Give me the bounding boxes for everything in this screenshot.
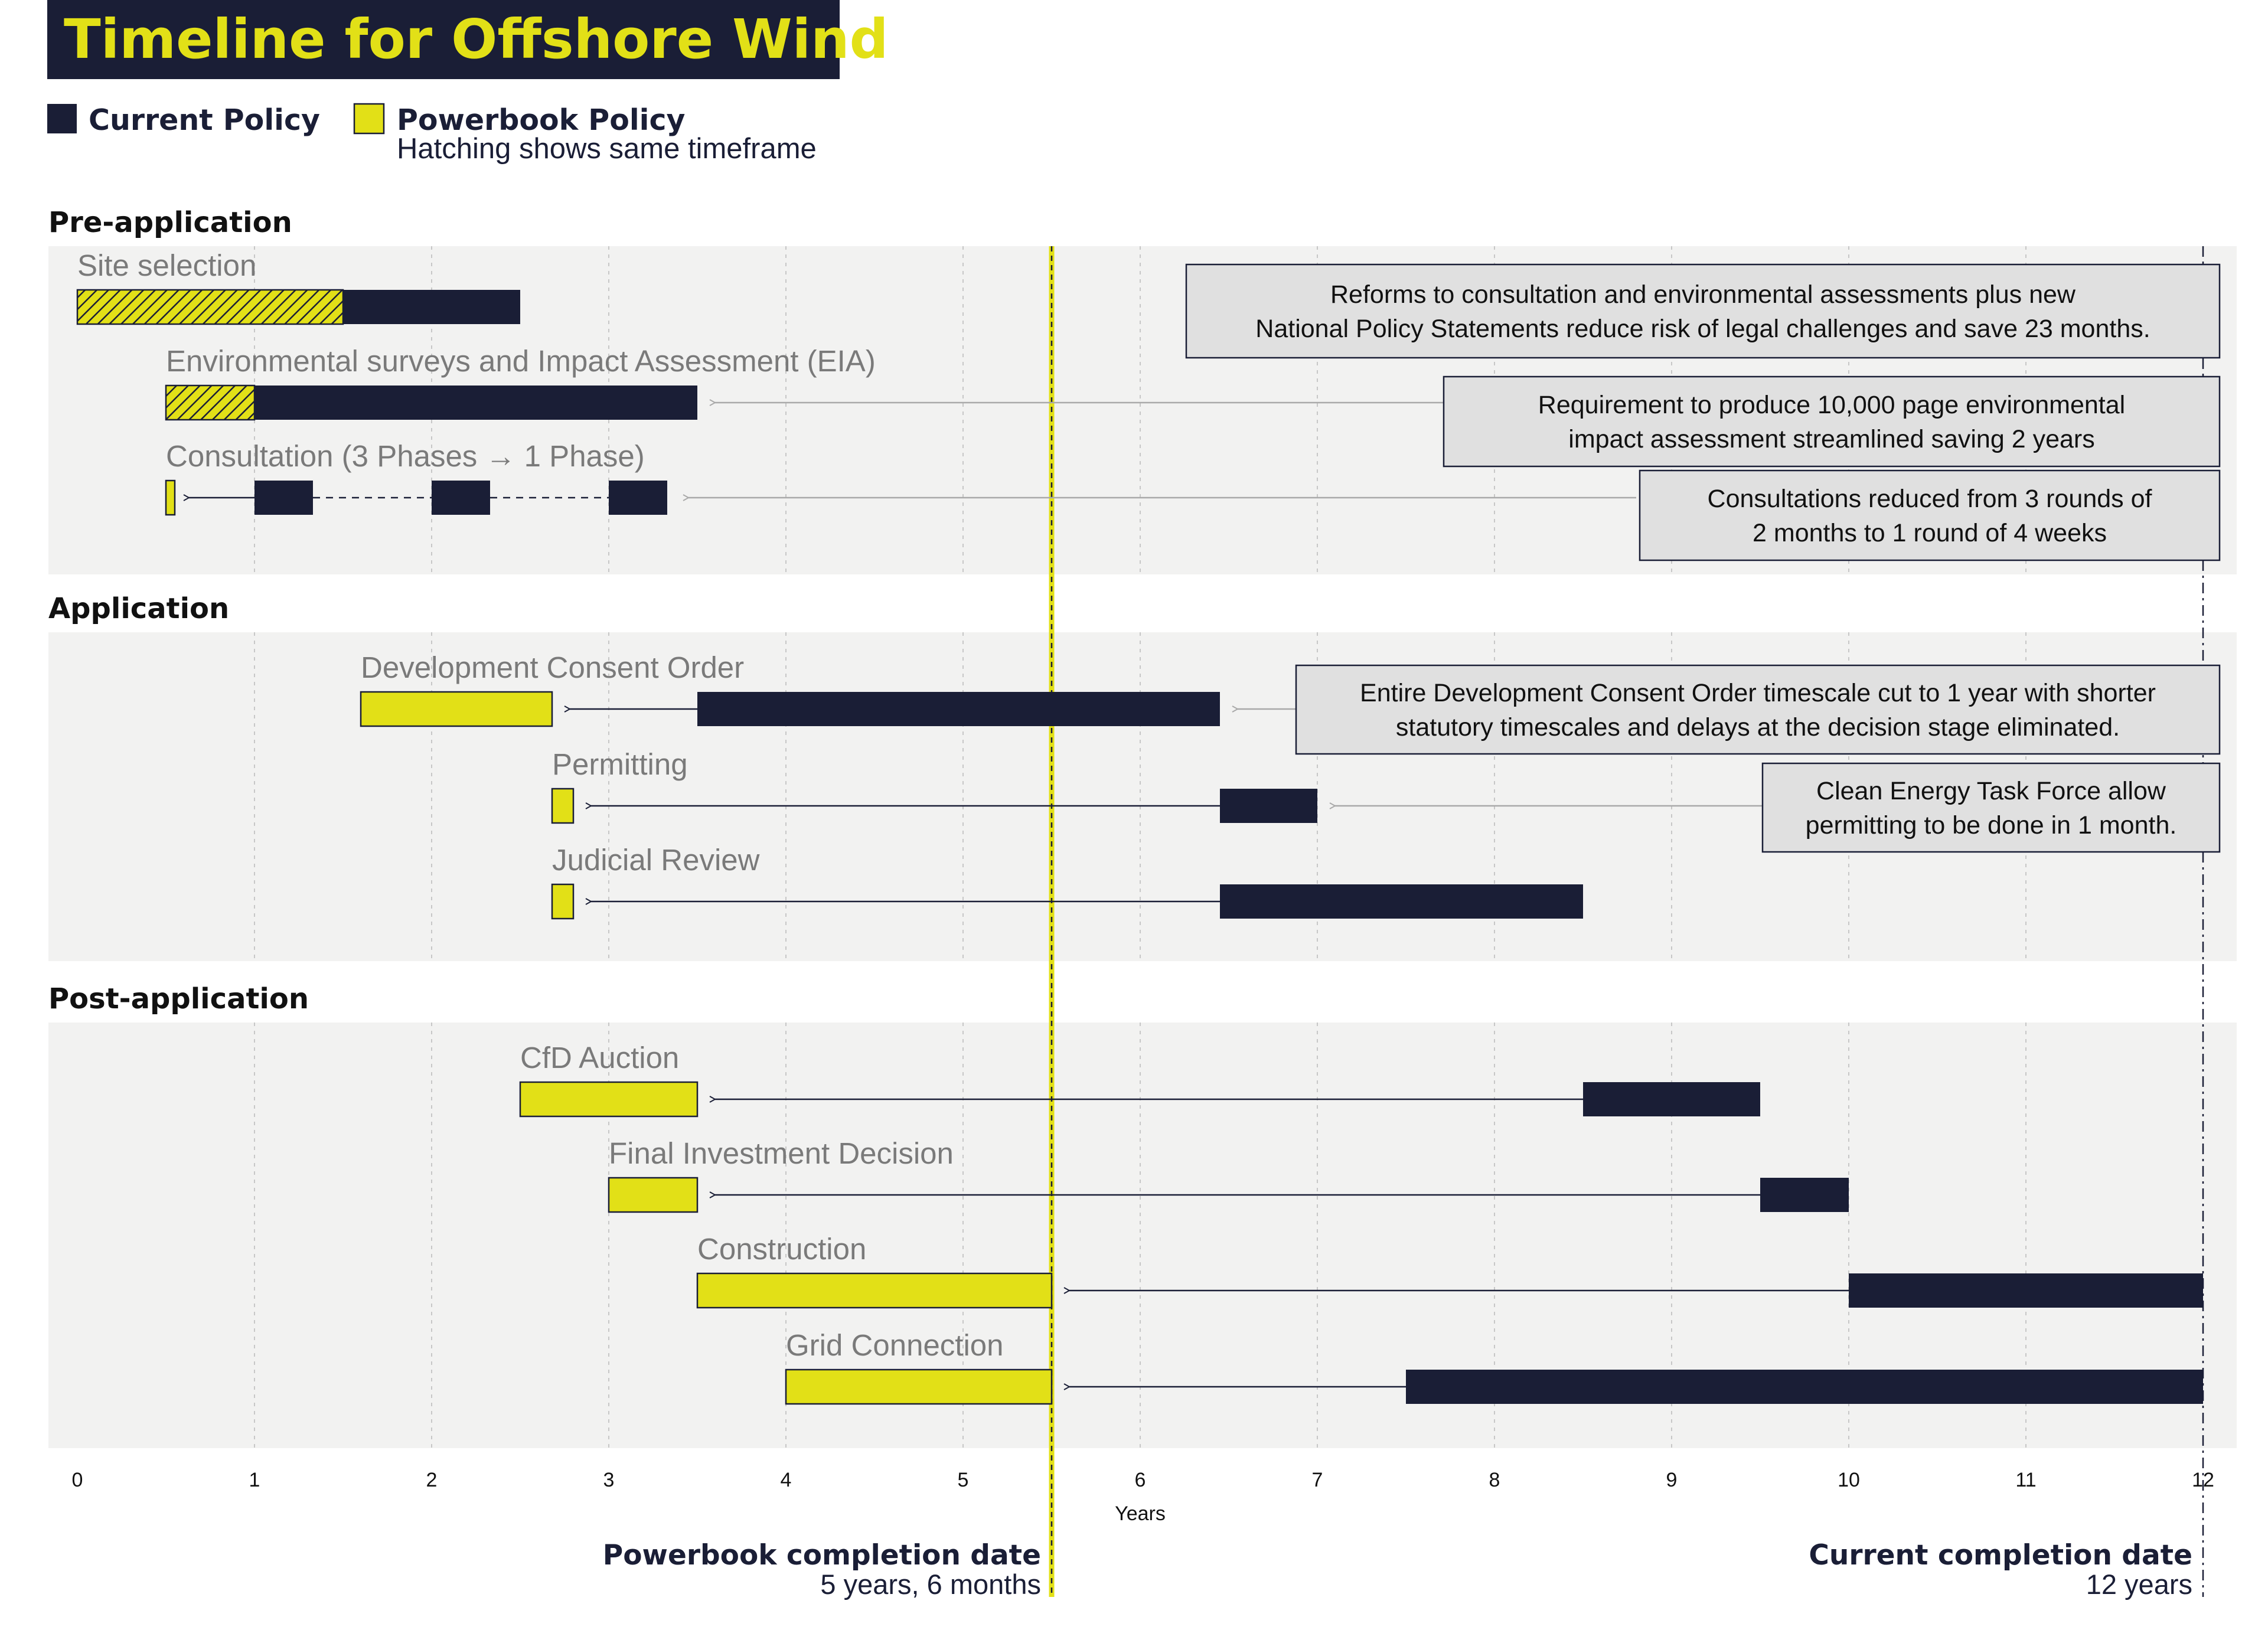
- task-label: Environmental surveys and Impact Assessm…: [166, 344, 876, 378]
- bar-powerbook-policy: [551, 883, 575, 920]
- bar-current-policy: [432, 481, 490, 515]
- powerbook-completion-title: Powerbook completion date: [603, 1539, 1041, 1572]
- bar-current-policy: [697, 692, 1220, 726]
- annotation-box: [1639, 469, 2221, 561]
- powerbook-completion-subtitle: 5 years, 6 months: [820, 1569, 1041, 1600]
- bar-same-timeframe-hatch: [165, 384, 256, 421]
- chart-title: Timeline for Offshore Wind: [64, 8, 889, 71]
- task-label: Site selection: [77, 249, 256, 282]
- bar-current-policy: [1583, 1082, 1760, 1116]
- bar-current-policy: [254, 481, 313, 515]
- task-label: Development Consent Order: [361, 651, 744, 684]
- section-title: Application: [48, 592, 229, 625]
- bar-powerbook-policy: [519, 1081, 699, 1118]
- bar-current-policy: [1760, 1178, 1849, 1212]
- bar-current-policy: [609, 481, 667, 515]
- bar-same-timeframe-hatch: [76, 289, 344, 325]
- annotation-text: impact assessment streamlined saving 2 y…: [1568, 425, 2094, 453]
- x-tick-label: 9: [1666, 1469, 1678, 1491]
- legend-label-powerbook: Powerbook Policy: [397, 103, 686, 137]
- x-tick-label: 0: [72, 1469, 83, 1491]
- current-completion-subtitle: 12 years: [2086, 1569, 2192, 1600]
- task-label: Permitting: [552, 747, 688, 781]
- x-tick-label: 5: [958, 1469, 969, 1491]
- current-completion-title: Current completion date: [1809, 1539, 2192, 1572]
- title-banner: [47, 0, 840, 79]
- legend-label-current: Current Policy: [89, 103, 320, 137]
- section-title: Pre-application: [48, 206, 292, 239]
- x-tick-label: 1: [249, 1469, 260, 1491]
- x-tick-label: 3: [603, 1469, 615, 1491]
- task-label: CfD Auction: [520, 1041, 679, 1074]
- x-tick-label: 7: [1312, 1469, 1323, 1491]
- x-tick-label: 4: [781, 1469, 792, 1491]
- bar-current-policy: [1220, 884, 1583, 919]
- annotation-text: statutory timescales and delays at the d…: [1396, 713, 2120, 741]
- x-tick-label: 8: [1489, 1469, 1500, 1491]
- x-tick-label: 2: [426, 1469, 438, 1491]
- x-tick-label: 12: [2192, 1469, 2214, 1491]
- bar-powerbook-policy: [360, 691, 553, 727]
- annotation-text: National Policy Statements reduce risk o…: [1255, 315, 2150, 343]
- annotation-box: [1295, 664, 2221, 755]
- bar-current-policy: [1849, 1273, 2203, 1308]
- x-tick-label: 10: [1838, 1469, 1860, 1491]
- bar-powerbook-policy: [551, 788, 575, 824]
- x-axis-title: Years: [1115, 1502, 1166, 1525]
- bar-powerbook-policy: [608, 1177, 699, 1213]
- annotation-text: Clean Energy Task Force allow: [1816, 777, 2166, 805]
- x-tick-label: 6: [1135, 1469, 1146, 1491]
- bar-powerbook-policy: [696, 1272, 1053, 1309]
- bar-current-policy: [1406, 1370, 2203, 1404]
- annotation-box: [1761, 762, 2221, 853]
- legend-swatch-powerbook: [353, 103, 385, 135]
- task-label: Construction: [697, 1232, 866, 1266]
- section-title: Post-application: [48, 982, 309, 1015]
- bar-powerbook-policy: [165, 479, 176, 516]
- task-label: Judicial Review: [552, 843, 760, 877]
- bar-powerbook-policy: [785, 1368, 1053, 1405]
- annotation-text: 2 months to 1 round of 4 weeks: [1753, 519, 2107, 547]
- task-label: Grid Connection: [786, 1328, 1004, 1362]
- task-label: Consultation (3 Phases → 1 Phase): [166, 439, 645, 473]
- legend-swatch-current: [47, 104, 77, 133]
- annotation-box: [1185, 263, 2221, 359]
- chart-body: Pre-application Application Post-applicati…: [48, 206, 2237, 1600]
- annotation-text: Consultations reduced from 3 rounds of: [1708, 485, 2153, 513]
- annotation-text: Reforms to consultation and environmenta…: [1330, 280, 2076, 309]
- task-label: Final Investment Decision: [609, 1136, 954, 1170]
- legend-hatching-note: Hatching shows same timeframe: [397, 133, 817, 165]
- x-tick-label: 11: [2015, 1469, 2036, 1491]
- bar-current-policy: [1220, 789, 1317, 823]
- annotation-text: Requirement to produce 10,000 page envir…: [1538, 391, 2125, 419]
- annotation-box: [1443, 375, 2221, 468]
- annotation-text: permitting to be done in 1 month.: [1806, 811, 2177, 840]
- annotation-text: Entire Development Consent Order timesca…: [1360, 679, 2156, 707]
